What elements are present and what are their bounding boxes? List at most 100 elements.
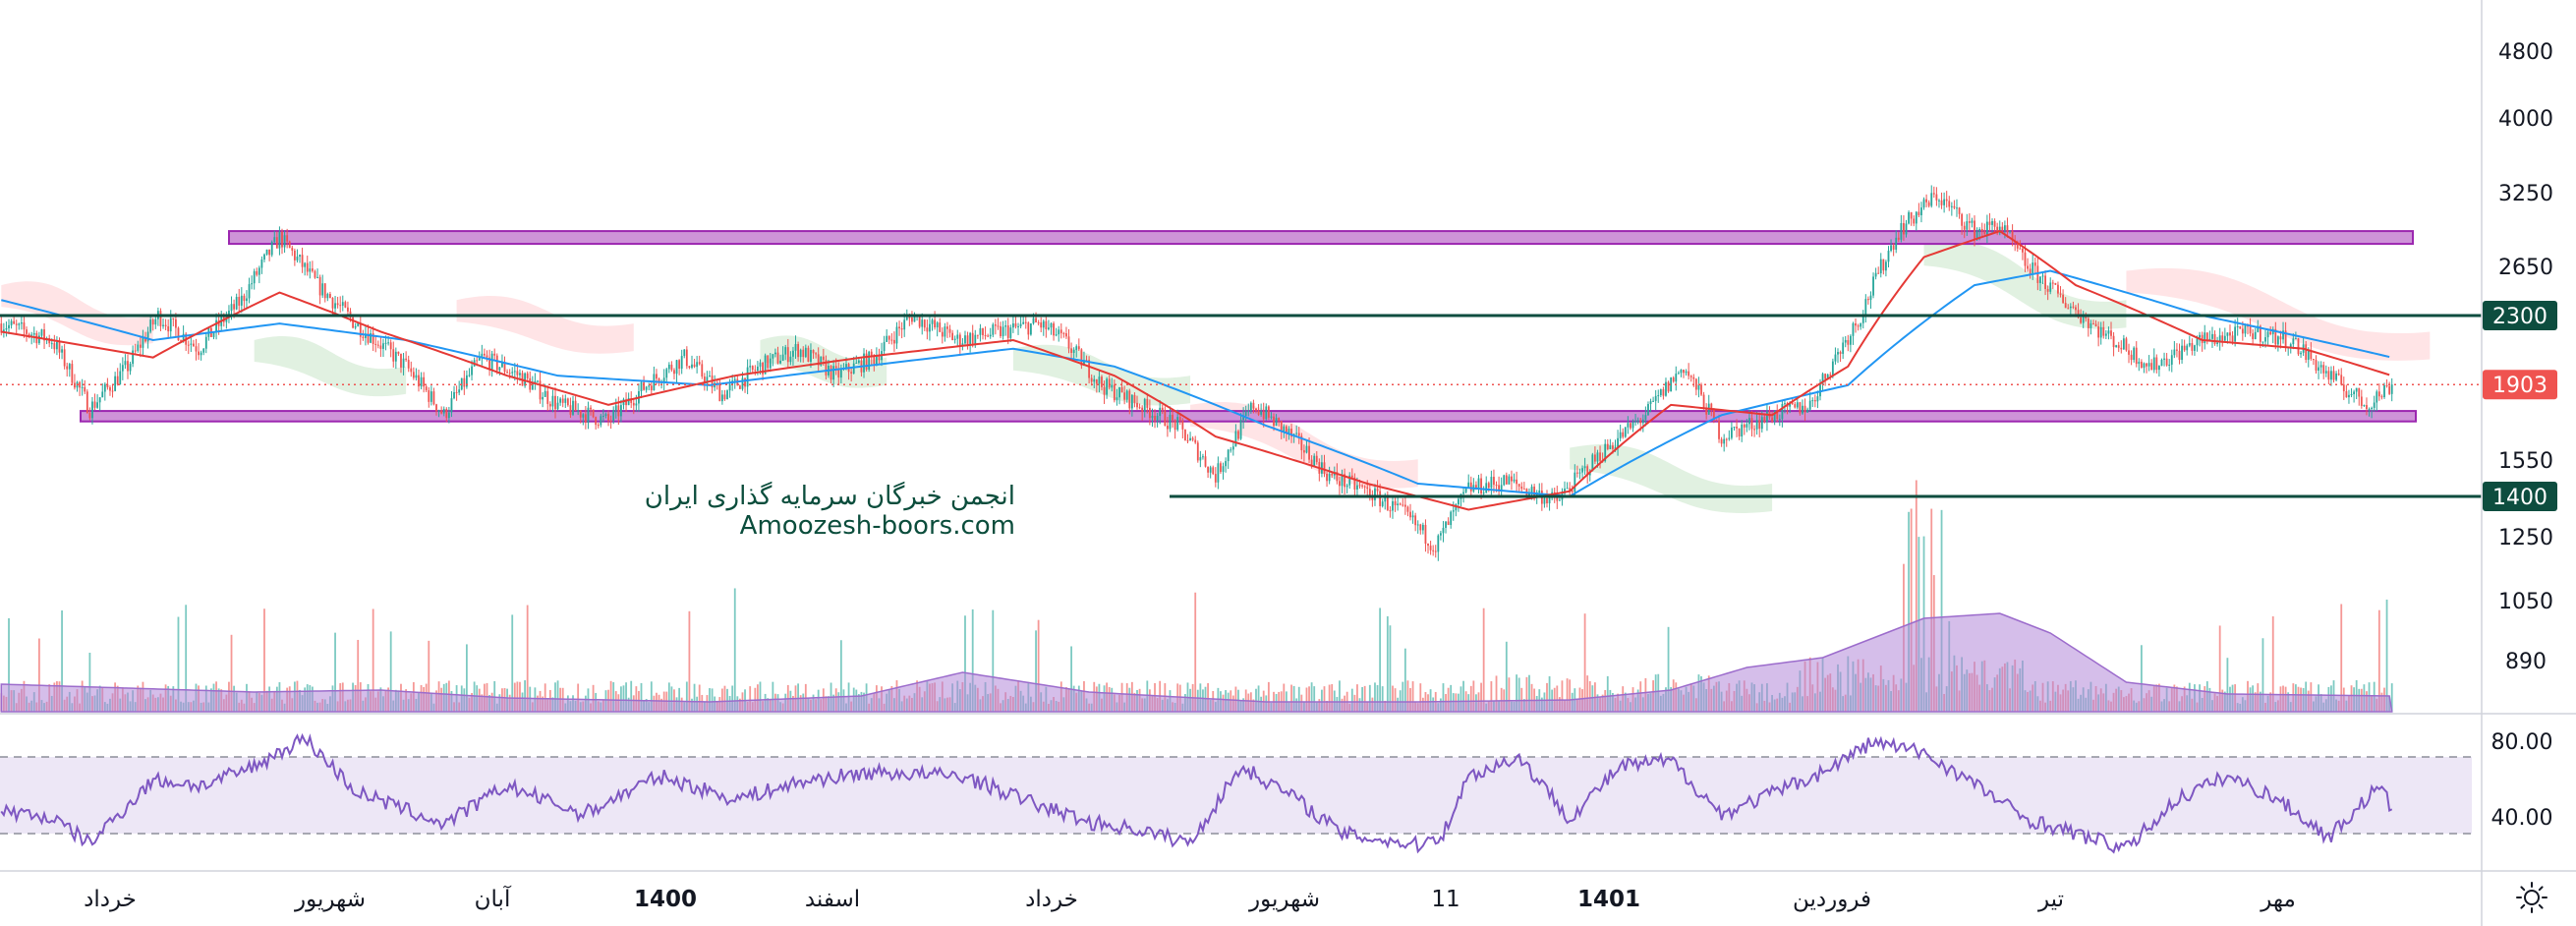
resistance-price-badge: 2300 <box>2492 305 2547 329</box>
candle-body <box>1397 503 1400 505</box>
candle-body <box>2261 341 2264 343</box>
volume-bar <box>1328 684 1331 712</box>
candle-body <box>554 395 556 410</box>
candle-body <box>1596 452 1599 462</box>
volume-bar <box>389 631 392 712</box>
candle-body <box>1983 231 1986 235</box>
candle-body <box>1297 433 1300 436</box>
candle-body <box>1027 322 1030 335</box>
candle-body <box>1053 322 1055 336</box>
candle-body <box>293 250 296 260</box>
volume-bar <box>1399 690 1402 712</box>
candle-body <box>878 356 881 361</box>
volume-bar <box>1255 688 1257 712</box>
volume-bar <box>688 610 691 712</box>
volume-bar <box>1517 677 1520 712</box>
candle-body <box>900 328 903 330</box>
candle-body <box>88 413 91 419</box>
candle-body <box>2036 265 2039 283</box>
candle-body <box>1196 442 1199 461</box>
candle-body <box>2075 307 2077 311</box>
candle-body <box>1424 524 1427 545</box>
candle-body <box>1781 404 1784 420</box>
volume-bar <box>466 644 468 712</box>
candle-body <box>159 311 162 326</box>
time-axis[interactable]: خرداد شهریور آبان 1400 اسفند خرداد شهریور 11 140… <box>84 885 2296 912</box>
candle-body <box>1004 325 1007 327</box>
volume-bar <box>839 640 842 712</box>
candle-body <box>1778 419 1781 421</box>
candle-body <box>1533 487 1536 496</box>
candle-body <box>1606 443 1609 449</box>
candle-body <box>28 333 30 336</box>
candle-body <box>572 400 574 415</box>
candle-body <box>1569 488 1572 492</box>
candle-body <box>698 362 701 365</box>
candle-body <box>2307 350 2310 361</box>
candle-body <box>893 339 895 344</box>
candle-body <box>1546 497 1548 504</box>
candle-body <box>1591 454 1594 472</box>
candle-body <box>1133 394 1136 403</box>
candle-body <box>316 276 318 278</box>
candle-body <box>2049 282 2052 292</box>
candle-body <box>1575 472 1578 474</box>
candle-body <box>1940 200 1943 205</box>
volume-bar <box>1321 689 1323 712</box>
volume-bar <box>733 588 736 712</box>
candle-body <box>2009 231 2011 233</box>
volume-bar <box>1516 674 1518 712</box>
candle-body <box>2204 332 2206 344</box>
candle-body <box>887 335 890 340</box>
candle-body <box>569 405 572 415</box>
candle-body <box>503 362 506 373</box>
candle-body <box>1048 327 1050 329</box>
candle-body <box>2140 361 2143 369</box>
volume-bar <box>749 686 752 712</box>
candle-body <box>744 377 746 387</box>
candle-body <box>2150 363 2153 371</box>
candle-body <box>1065 333 1067 337</box>
candle-body <box>1283 426 1286 433</box>
volume-bar <box>2218 625 2221 712</box>
candle-body <box>48 338 51 344</box>
candle-body <box>204 336 207 349</box>
candle-body <box>56 341 58 350</box>
volume-bar <box>1583 613 1586 712</box>
candle-body <box>582 414 585 418</box>
candle-body <box>1755 420 1758 430</box>
candle-body <box>96 402 98 408</box>
volume-bar <box>556 680 559 712</box>
candle-body <box>1683 370 1685 374</box>
candle-body <box>1080 349 1083 366</box>
candle-body <box>2297 338 2300 355</box>
candle-body <box>154 318 157 325</box>
volume-bar <box>1930 508 1933 712</box>
candle-body <box>146 331 149 342</box>
candle-body <box>2133 347 2136 361</box>
candle-body <box>1315 455 1318 463</box>
volume-bar <box>650 681 653 712</box>
volume-bar <box>1500 687 1503 712</box>
candle-body <box>2380 396 2383 398</box>
candle-body <box>2117 345 2120 348</box>
horizontal-lines[interactable] <box>0 314 2482 498</box>
candle-body <box>270 242 273 256</box>
rsi-tick-80.00: 80.00 <box>2491 730 2553 755</box>
candle-body <box>1244 412 1247 416</box>
candle-body <box>321 283 324 296</box>
time-label: مهر <box>2260 887 2296 912</box>
candle-body <box>362 336 365 338</box>
candle-body <box>1275 418 1278 427</box>
candle-body <box>1748 418 1750 425</box>
candle-body <box>1462 492 1464 494</box>
volume-bar <box>1530 683 1533 712</box>
settings-button[interactable] <box>2516 882 2547 913</box>
candle-body <box>781 354 784 361</box>
candle-body <box>1712 409 1715 421</box>
price-axis[interactable]: 4800 4000 3250 2650 1550 1250 1050 890 2300 1400 1… <box>2483 40 2557 831</box>
candle-body <box>1184 429 1186 440</box>
candle-body <box>1458 498 1460 505</box>
candle-body <box>1392 500 1394 511</box>
